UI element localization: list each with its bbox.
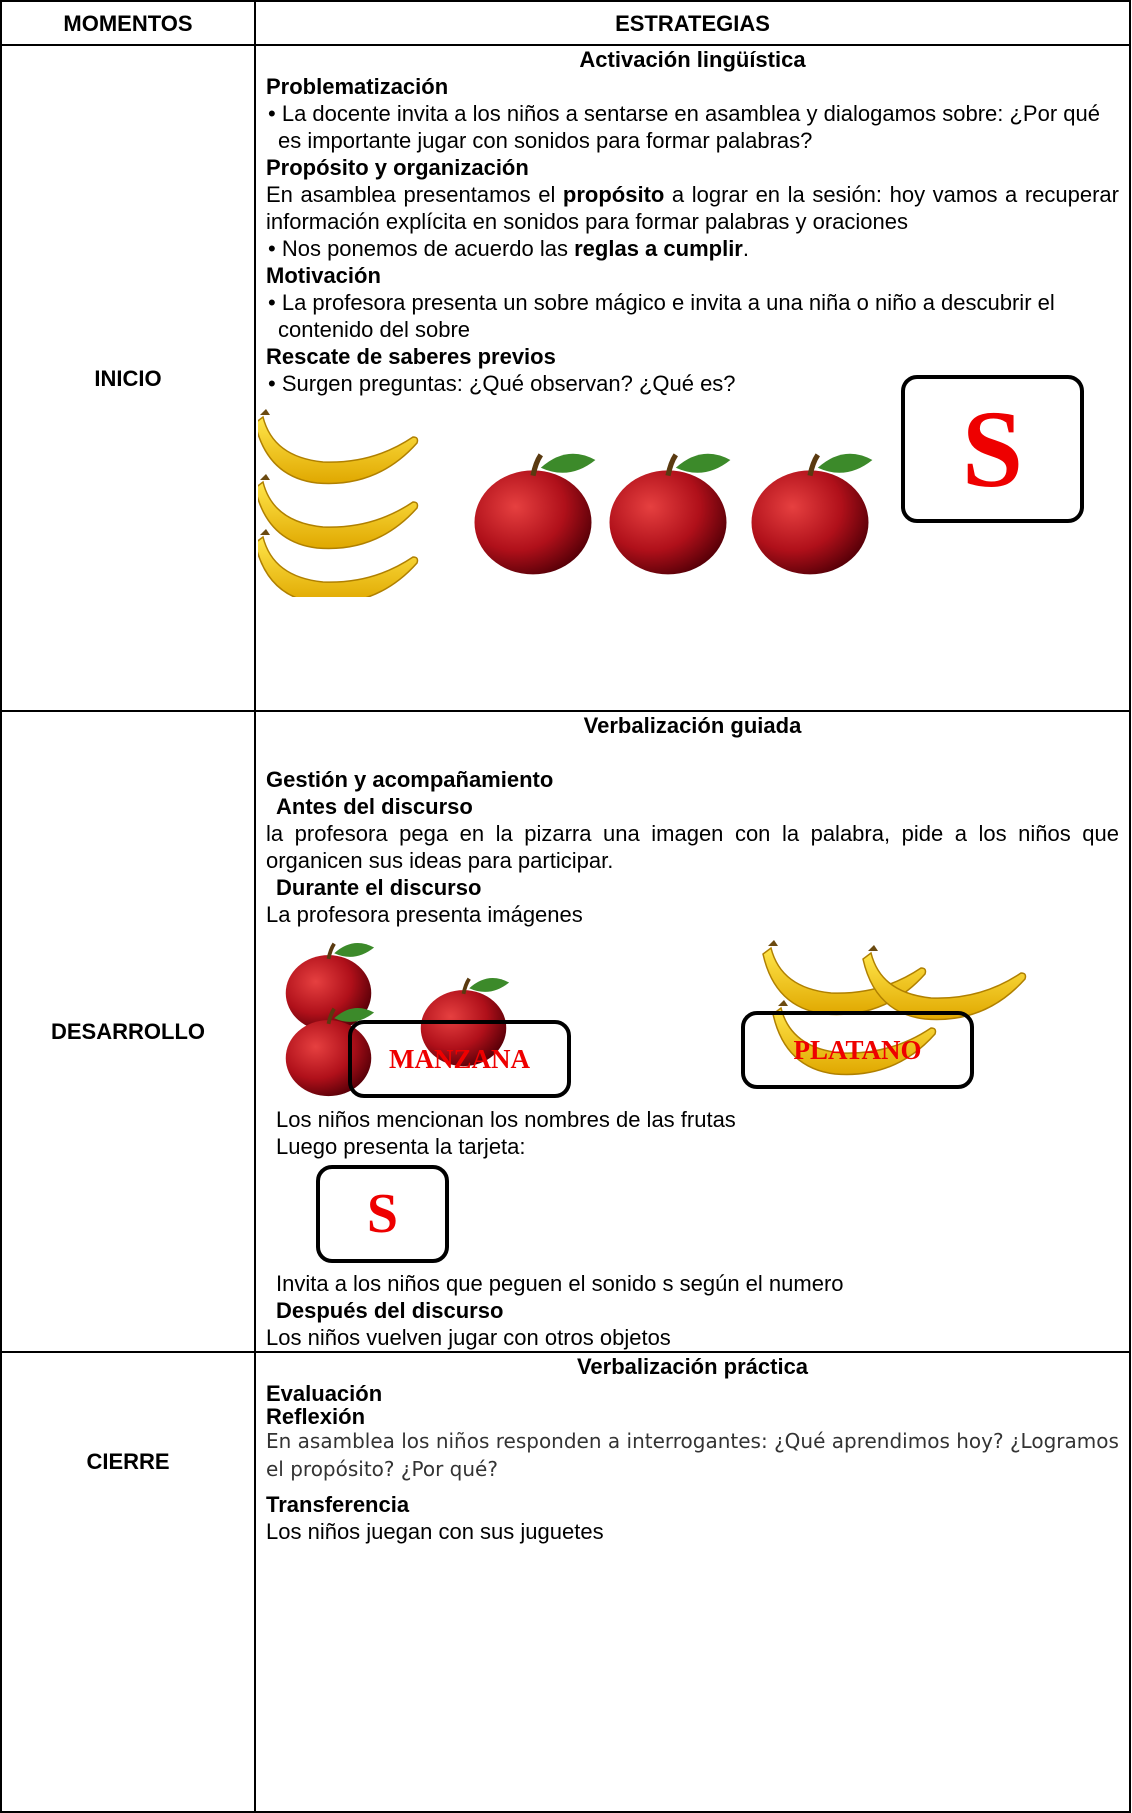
moment: DESARROLLO — [0, 710, 256, 1353]
heading: Verbalización guiada — [583, 713, 802, 738]
banana — [258, 408, 419, 485]
card-row: S — [266, 1160, 1119, 1270]
text: Nos ponemos de acuerdo las — [281, 236, 575, 261]
paragraph: Luego presenta la tarjeta: — [276, 1134, 526, 1159]
cierre-row: CIERRE Verbalización práctica Evaluación… — [0, 1351, 1131, 1813]
header-strategies: ESTRATEGIAS — [254, 0, 1131, 46]
header-moments: MOMENTOS — [0, 0, 256, 46]
desarrollo-row: DESARROLLO Verbalización guiada Gestión … — [0, 710, 1131, 1353]
text: En asamblea presentamos el — [266, 182, 563, 207]
text: . — [742, 236, 749, 261]
subtitle: Propósito y organización — [266, 155, 529, 180]
apple — [610, 454, 731, 575]
paragraph: En asamblea los niños responden a interr… — [266, 1429, 1119, 1481]
paragraph: En asamblea presentamos el propósito a l… — [266, 181, 1119, 235]
image-row: S — [258, 375, 1119, 597]
moment: INICIO — [0, 44, 256, 712]
apple — [752, 454, 873, 575]
paragraph: Invita a los niños que peguen el sonido … — [276, 1271, 844, 1296]
bullet: Nos ponemos de acuerdo las reglas a cump… — [266, 235, 1119, 262]
header-row: MOMENTOS ESTRATEGIAS — [0, 0, 1131, 46]
paragraph: Los niños juegan con sus juguetes — [266, 1519, 604, 1544]
heading: Verbalización práctica — [576, 1354, 809, 1379]
paragraph: Los niños vuelven jugar con otros objeto… — [266, 1325, 671, 1350]
text: reglas a cumplir — [574, 236, 743, 261]
subtitle: Motivación — [266, 263, 381, 288]
apple — [475, 454, 596, 575]
page: MOMENTOS ESTRATEGIAS INICIO Activación l… — [0, 0, 1132, 1720]
subtitle: Evaluación — [266, 1381, 383, 1406]
image-row: MANZANA PLATANO — [266, 928, 1119, 1100]
banana — [258, 473, 419, 550]
text: a lograr en la sesión: hoy vamos a recup… — [266, 182, 1119, 234]
subtitle: Después del discurso — [276, 1298, 504, 1323]
paragraph: La profesora presenta imágenes — [266, 902, 583, 927]
text: propósito — [562, 182, 665, 207]
heading: Activación lingüística — [579, 47, 806, 72]
bullet: Surgen preguntas: ¿Qué observan? ¿Qué es… — [266, 370, 1119, 397]
bullet: La profesora presenta un sobre mágico e … — [266, 289, 1119, 343]
strategy-cell: Verbalización práctica Evaluación Reflex… — [254, 1351, 1131, 1813]
inicio-row: INICIO Activación lingüística Problemati… — [0, 44, 1131, 712]
paragraph: Los niños mencionan los nombres de las f… — [276, 1107, 736, 1132]
subtitle: Rescate de saberes previos — [266, 344, 556, 369]
letter-card: S — [901, 375, 1084, 523]
subtitle: Gestión y acompañamiento — [266, 767, 554, 792]
subtitle: Problematización — [266, 74, 449, 99]
strategy-cell: Verbalización guiada Gestión y acompañam… — [254, 710, 1131, 1353]
subtitle: Antes del discurso — [276, 794, 473, 819]
bullet: La docente invita a los niños a sentarse… — [266, 100, 1119, 154]
word-card: MANZANA — [348, 1020, 571, 1098]
moment: CIERRE — [0, 1351, 256, 1813]
subtitle: Reflexión — [266, 1404, 366, 1429]
banana — [862, 944, 1027, 1021]
subtitle: Transferencia — [266, 1492, 410, 1517]
word-card: PLATANO — [741, 1011, 974, 1089]
subtitle: Durante el discurso — [276, 875, 482, 900]
strategy-cell: Activación lingüística Problematización … — [254, 44, 1131, 712]
paragraph: la profesora pega en la pizarra una imag… — [266, 821, 1119, 873]
letter-card: S — [316, 1165, 449, 1263]
